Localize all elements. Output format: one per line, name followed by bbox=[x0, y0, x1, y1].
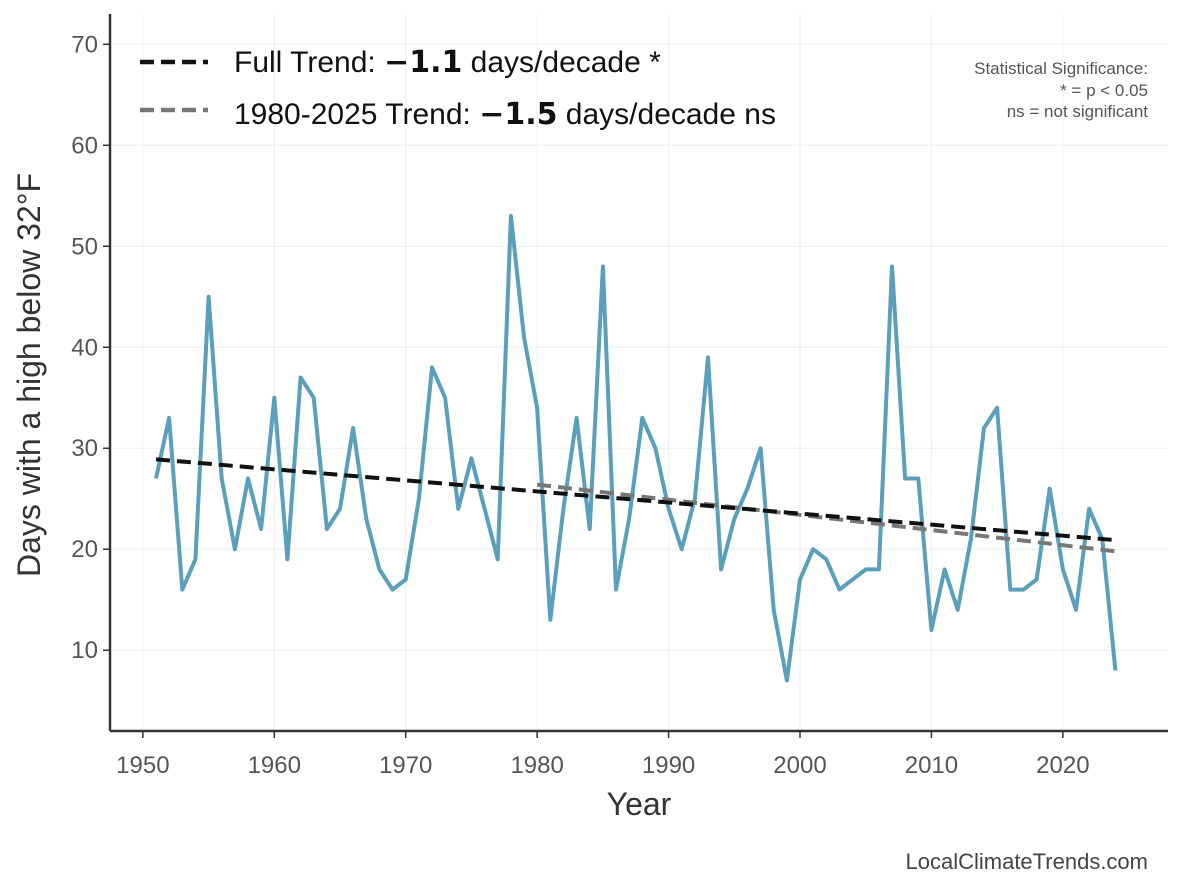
y-tick-label: 10 bbox=[71, 637, 98, 664]
significance-title: Statistical Significance: bbox=[974, 59, 1148, 78]
series-line bbox=[154, 214, 1118, 683]
x-tick-label: 2020 bbox=[1036, 752, 1089, 779]
x-tick-label: 1950 bbox=[116, 752, 169, 779]
x-tick-label: 2000 bbox=[773, 752, 826, 779]
x-axis-title: Year bbox=[607, 786, 672, 822]
significance-line-1: * = p < 0.05 bbox=[1060, 81, 1148, 100]
source-credit: LocalClimateTrends.com bbox=[906, 849, 1149, 874]
tick-labels: 10 20 30 40 50 60 70 1950 1960 1970 1980 1990 2000 20… bbox=[71, 31, 1089, 779]
legend: Full Trend: −1.1 days/decade * 1980-2025… bbox=[140, 45, 776, 132]
x-tick-label: 1960 bbox=[248, 752, 301, 779]
y-tick-label: 20 bbox=[71, 536, 98, 563]
significance-note: Statistical Significance: * = p < 0.05 n… bbox=[974, 59, 1148, 121]
axes bbox=[103, 14, 1168, 738]
trend-line bbox=[155, 457, 1116, 543]
x-tick-label: 1990 bbox=[642, 752, 695, 779]
significance-line-2: ns = not significant bbox=[1007, 102, 1149, 121]
trend-line bbox=[536, 482, 1116, 554]
y-tick-label: 30 bbox=[71, 435, 98, 462]
x-tick-label: 1970 bbox=[379, 752, 432, 779]
legend-recent-trend-label: 1980-2025 Trend: −1.5 days/decade ns bbox=[234, 97, 776, 132]
x-tick-label: 1980 bbox=[510, 752, 563, 779]
y-axis-title: Days with a high below 32°F bbox=[11, 173, 47, 577]
y-tick-label: 70 bbox=[71, 31, 98, 58]
trend-lines bbox=[155, 457, 1116, 554]
y-tick-label: 50 bbox=[71, 233, 98, 260]
y-tick-label: 40 bbox=[71, 334, 98, 361]
data-series bbox=[154, 214, 1118, 683]
y-tick-label: 60 bbox=[71, 132, 98, 159]
x-tick-label: 2010 bbox=[905, 752, 958, 779]
legend-full-trend-label: Full Trend: −1.1 days/decade * bbox=[234, 45, 661, 80]
